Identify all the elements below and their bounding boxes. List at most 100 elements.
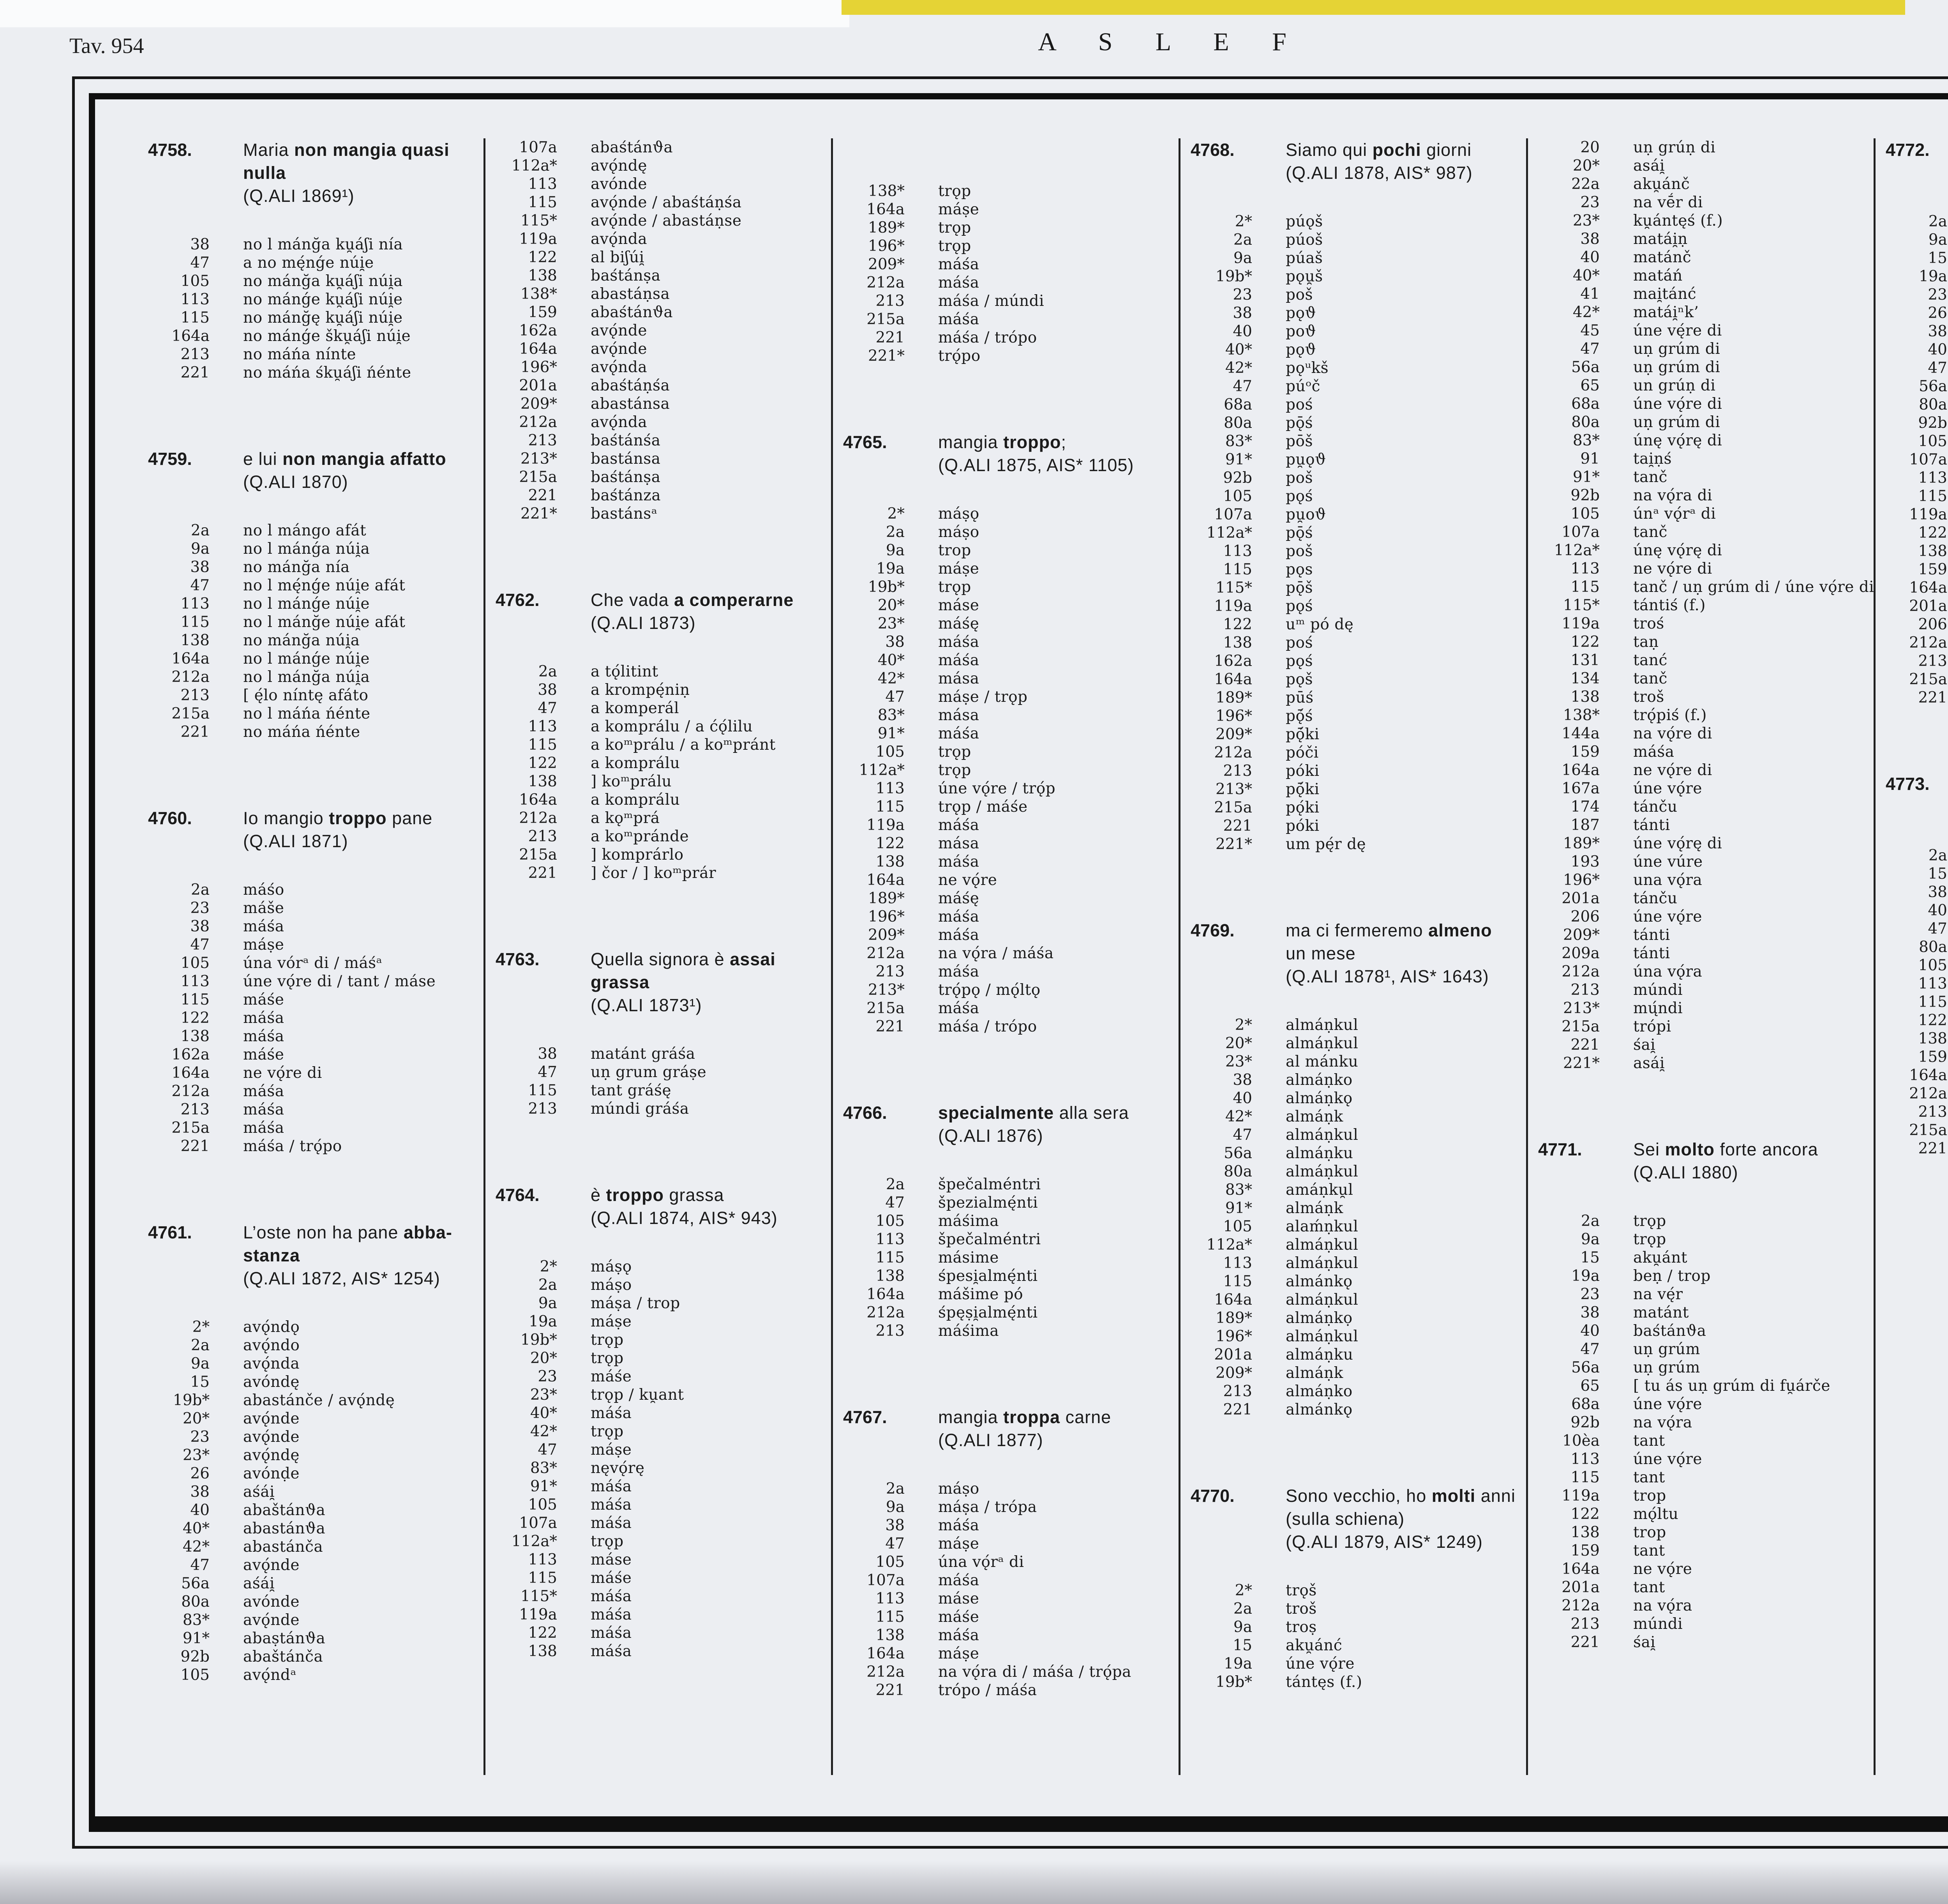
form-row: 115* avǫ́nde / abastáṇse xyxy=(496,212,828,230)
location-code: 2a xyxy=(1233,1600,1252,1618)
form-row: 212a úna vǫ́ra xyxy=(1538,963,1870,981)
form-row: 115 tant xyxy=(1538,1468,1870,1487)
dialect-form: máśe xyxy=(591,1569,632,1587)
location-code: 164a xyxy=(1214,671,1252,688)
form-row: 38 a krompę́niṇ xyxy=(496,681,828,699)
dialect-form: avónde xyxy=(243,1593,300,1611)
location-code: 2a xyxy=(191,522,210,539)
form-row: 122 mǫ́ltu xyxy=(1538,1505,1870,1523)
title-segment: Sono vecchio, ho xyxy=(1286,1486,1432,1506)
location-code: 138 xyxy=(1918,542,1947,560)
entry-reference: (Q.ALI 1874, AIS* 943) xyxy=(591,1208,778,1228)
dialect-form: abaštánϑa xyxy=(243,1501,326,1519)
dialect-form: máṣǫ xyxy=(938,505,979,523)
dialect-form: ne vǫ́re xyxy=(1633,1560,1692,1578)
location-code: 113 xyxy=(528,175,557,193)
entry-number: 4768. xyxy=(1191,140,1235,160)
location-code: 9a xyxy=(1928,231,1947,249)
location-code: 2a xyxy=(886,1480,905,1498)
location-code: 138 xyxy=(875,1627,905,1644)
location-code: 164a xyxy=(171,1064,210,1082)
form-row: 113 no l mánǵe núi̯e xyxy=(148,595,480,613)
location-code: 115 xyxy=(180,991,210,1009)
location-code: 122 xyxy=(528,1624,557,1642)
location-code: 40 xyxy=(1580,1322,1600,1340)
form-row: 122tánta xyxy=(1886,1011,1948,1030)
dialect-form: almáṇkọ xyxy=(1286,1309,1353,1327)
title-segment: troppo xyxy=(606,1185,664,1205)
dialect-form: no l mángo afát xyxy=(243,522,367,539)
location-code: 221 xyxy=(875,1018,905,1035)
dialect-form: úne vǫ́re xyxy=(1286,1655,1355,1673)
location-code: 212a xyxy=(519,809,557,827)
dialect-form: almáṇko xyxy=(1286,1071,1353,1089)
location-code: 65 xyxy=(1580,1377,1600,1395)
dialect-form: um pę́r dę xyxy=(1286,835,1366,853)
form-row: 113 almáṇkul xyxy=(1191,1254,1523,1272)
entry-4773: 4773.specialmente molta verdura(Q.ALI 18… xyxy=(1886,772,1948,1158)
dialect-form: pǭš xyxy=(1286,579,1313,597)
title-segment: giorni xyxy=(1421,140,1472,160)
title-segment: Siamo qui xyxy=(1286,140,1373,160)
form-row: 2* trǫš xyxy=(1191,1581,1523,1600)
form-row: 19b* tántęs (f.) xyxy=(1191,1673,1523,1691)
dialect-form: póki xyxy=(1286,762,1320,780)
form-row: 115 almánkǫ xyxy=(1191,1272,1523,1291)
form-row: 215a máśa xyxy=(843,310,1175,329)
location-code: 212a xyxy=(1562,1597,1600,1614)
location-code: 47 xyxy=(190,254,210,272)
dialect-form: úne vę́re di xyxy=(1633,322,1722,339)
dialect-form: máśo xyxy=(243,881,284,899)
form-row: 209* tánti xyxy=(1538,926,1870,944)
form-row: 47 a komperál xyxy=(496,699,828,717)
location-code: 206 xyxy=(1570,908,1600,926)
dialect-form: tántęs (f.) xyxy=(1286,1673,1362,1691)
location-code: 40 xyxy=(1233,1090,1252,1107)
dialect-form: máśima xyxy=(938,1212,999,1230)
form-row: 9a trǫp xyxy=(1538,1230,1870,1249)
dialect-form: tánti xyxy=(1633,926,1670,944)
form-row: 40pí k aséa / aśéi̯ xyxy=(1886,901,1948,920)
dialect-form: máṣe / trǫp xyxy=(938,688,1028,706)
location-code: 23 xyxy=(1233,286,1252,304)
location-code: 38 xyxy=(538,681,557,699)
title-segment: non mangia quasi nulla xyxy=(243,140,450,183)
location-code: 113 xyxy=(1223,1254,1252,1272)
location-code: 23 xyxy=(190,899,210,917)
location-code: 221 xyxy=(180,723,210,741)
dialect-form: pǫϑ xyxy=(1286,341,1316,359)
location-code: 92b xyxy=(1918,414,1947,432)
form-row: 83* mása xyxy=(843,706,1175,724)
dialect-form: máśa / múndi xyxy=(938,292,1045,310)
location-code: 19a xyxy=(876,560,905,578)
form-row: 212a a kǫᵐprá xyxy=(496,809,828,827)
dialect-form: máśa / trópo xyxy=(938,1018,1037,1035)
dialect-form: máśa xyxy=(591,1624,632,1642)
dialect-form: no mánğa núi̯a xyxy=(243,632,360,649)
location-code: 56a xyxy=(1919,378,1947,395)
location-code: 215a xyxy=(519,846,557,864)
location-code: 138 xyxy=(875,853,905,871)
form-list: 107a abaśtánϑa 112a* avǫ́ndę 113 avónde 115 avǫ… xyxy=(496,138,828,523)
dialect-form: máśa xyxy=(938,1627,979,1644)
dialect-form: špečalméntri xyxy=(938,1176,1041,1193)
entry-header: 4766. specialmente alla sera (Q.ALI 1876) xyxy=(843,1101,1175,1147)
form-row: 189* úne vǫ́rę di xyxy=(1538,834,1870,853)
location-code: 215a xyxy=(171,1119,210,1137)
location-code: 164a xyxy=(1214,1291,1252,1309)
outer-frame: 4758. Maria non mangia quasi nulla (Q.ALI … xyxy=(72,76,1948,1849)
form-row: 91* pu̯ǫϑ xyxy=(1191,450,1523,469)
location-code: 213 xyxy=(1223,1383,1252,1400)
title-segment: non mangia affatto xyxy=(282,449,446,469)
form-row: 80a avónde xyxy=(148,1593,480,1611)
dialect-form: másime xyxy=(938,1249,999,1266)
location-code: 115 xyxy=(1570,578,1600,596)
form-row: 15 aku̯ánt xyxy=(1538,1249,1870,1267)
dialect-form: no máńa śku̯áʃi ńénte xyxy=(243,364,411,382)
location-code: 115 xyxy=(875,798,905,816)
dialect-form: máṣa / trópa xyxy=(938,1498,1037,1516)
form-row: 38 matánt gráśa xyxy=(496,1045,828,1063)
form-row: 221 baśtánza xyxy=(496,486,828,505)
